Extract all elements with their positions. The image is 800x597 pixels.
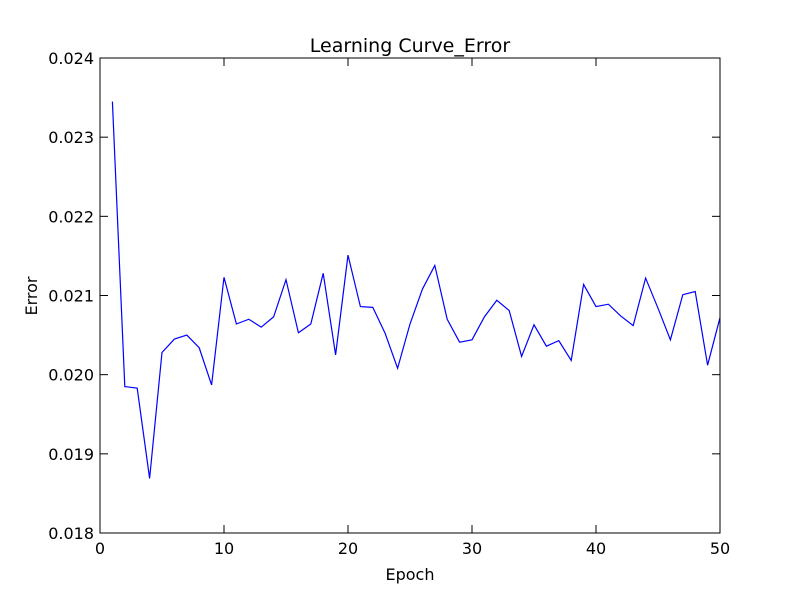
series-layer <box>111 101 721 479</box>
x-tick-label: 20 <box>338 539 358 558</box>
y-tick-label: 0.021 <box>48 287 94 306</box>
x-tick-label: 0 <box>95 539 105 558</box>
y-tick-label: 0.022 <box>48 207 94 226</box>
plot-frame <box>99 57 721 534</box>
y-tick-label: 0.023 <box>48 128 94 147</box>
y-axis-label: Error <box>22 276 41 315</box>
x-tick-label: 40 <box>586 539 606 558</box>
y-tick-label: 0.020 <box>48 366 94 385</box>
y-tick-label: 0.018 <box>48 524 94 543</box>
y-tick-label: 0.019 <box>48 445 94 464</box>
y-tick-label: 0.024 <box>48 49 94 68</box>
ticks-layer: 0 10 20 30 40 50 0.018 0.019 0.020 0.021 0.022 0.02… <box>48 49 730 558</box>
x-axis-label: Epoch <box>386 565 435 584</box>
x-tick-label: 50 <box>710 539 730 558</box>
x-tick-label: 30 <box>462 539 482 558</box>
x-tick-label: 10 <box>214 539 234 558</box>
series-line <box>111 101 721 479</box>
chart-title: Learning Curve_Error <box>310 35 511 57</box>
